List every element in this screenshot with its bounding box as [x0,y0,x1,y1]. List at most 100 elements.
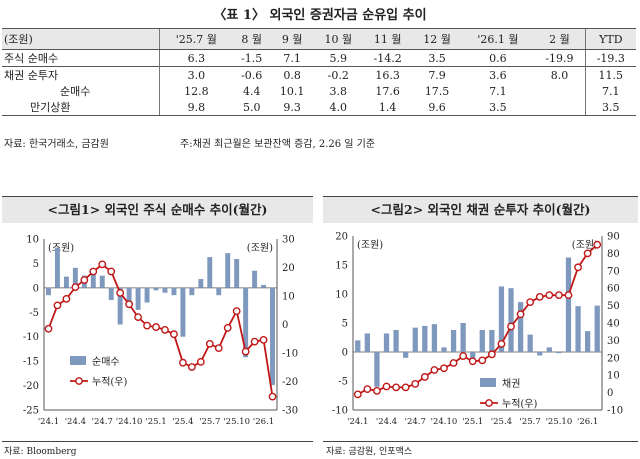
x-tick-label: '24.10 [116,417,143,427]
bar [441,347,447,352]
cumulative-point [179,358,187,367]
bar [216,287,222,296]
table-title: 〈표 1〉 외국인 증권자금 순유입 추이 [213,8,427,23]
bar [383,333,390,352]
table-cell: 4.0 [313,99,363,116]
chart-1-plot: 10 5 0 -5 -10 -15 -20 -25 30 20 10 0 -10 -20 -30 (조원) (조… [23,235,298,428]
cumulative-point [187,363,196,371]
table-cell: 10.1 [279,84,305,98]
cumulative-point [392,383,400,392]
y-right-tick-label: 20 [607,353,620,364]
cumulative-point [411,379,420,388]
y-left-unit-label: (조원) [48,242,74,254]
unit-label: (조원) [2,28,160,50]
y-left-tick-label: -15 [23,357,39,368]
bar [162,287,168,293]
cumulative-point [373,386,381,395]
bar [270,287,275,386]
chart-2-plot: 20151050-5-109080706050403020100-10(조원)(… [332,232,623,428]
y-right-tick-label: 10 [282,292,295,303]
cumulative-point [250,337,259,346]
table-cell: 3.5 [461,99,535,116]
bar [412,327,418,352]
table-cell: 9.6 [412,99,462,116]
table-cell: 12.8 [158,83,233,99]
bar [479,329,485,352]
x-tick-label: '25.10 [546,417,573,427]
table-cell: 3.5 [584,99,636,116]
bar [556,352,562,354]
cumulative-point [214,344,223,353]
legend-bar-label: 순매수 [92,356,120,368]
table-cell: 4.4 [242,84,261,98]
cumulative-point [98,260,107,269]
y-left-tick-label: 0 [342,348,348,359]
y-right-tick-label: 70 [607,266,620,277]
cumulative-point [205,339,214,348]
table-cell: 0.8 [270,66,314,83]
bar [46,287,51,296]
table-cell: 17.5 [424,84,450,98]
cumulative-point [430,366,439,374]
bar [90,273,96,288]
table-row: 채권 순투자 3.0 -0.6 0.8 -0.2 16.3 7.9 3.6 8.… [2,66,636,83]
table-row: 순매수 12.8 4.4 10.1 3.8 17.6 17.5 7.1 7.1 [2,83,636,99]
cumulative-point [516,310,525,319]
x-tick-label: '24.1 [347,417,368,427]
table-cell: 16.3 [362,66,413,83]
bar [393,329,399,352]
bar [126,287,132,308]
bar [517,302,524,352]
bar [450,329,457,352]
y-right-tick-label: -30 [282,406,298,417]
cumulative-point [241,347,250,356]
table-cell: 6.3 [158,49,233,67]
table-cell: 3.8 [329,84,348,98]
cumulative-point [259,335,268,344]
table-cell: -14.2 [373,51,402,65]
bar [546,347,552,352]
cumulative-point [116,288,125,297]
y-left-tick-label: -25 [23,406,39,417]
bar [374,352,380,387]
cumulative-point [545,291,554,300]
y-right-tick-label: -10 [607,406,623,417]
cumulative-point [53,301,62,310]
cumulative-point [89,267,98,276]
table-cell: 0.6 [489,51,507,65]
cumulative-point [170,330,178,339]
y-right-unit-label: (조원) [572,239,598,251]
y-left-tick-label: -5 [338,377,348,388]
cumulative-point [62,294,71,303]
y-left-tick-label: 10 [26,235,39,246]
y-right-tick-label: 10 [607,371,620,382]
y-left-tick-label: 5 [342,319,348,330]
x-tick-label: '25.7 [199,417,220,427]
y-right-tick-label: 90 [607,232,620,243]
legend-line-label: 누적(우) [502,398,538,410]
bar [180,287,186,337]
column-header: 12 월 [412,28,462,50]
bar [498,286,505,352]
x-tick-label: '25.4 [491,417,512,427]
bar [63,276,69,288]
bar [234,259,240,288]
bar [460,323,466,352]
bar [527,334,533,352]
bar [144,287,150,303]
table-header-row: (조원) '25.7 월 8 월 9 월 10 월 11 월 12 월 '26.… [2,28,636,50]
cumulative-point [232,307,241,316]
y-right-tick-label: 30 [282,235,295,246]
y-right-tick-label: 40 [607,319,620,330]
y-left-tick-label: -20 [23,381,39,392]
y-left-tick-label: 15 [335,261,348,272]
chart-1-title: <그림1> 외국인 주식 순매수 추이(월간) [2,197,313,223]
column-header: 9 월 [270,28,314,50]
y-left-tick-label: 0 [33,283,39,294]
cumulative-point [593,240,602,249]
bar [99,275,105,288]
y-right-tick-label: 30 [607,336,620,347]
table-cell: -19.9 [545,51,574,65]
y-left-tick-label: -10 [332,406,348,417]
x-tick-label: '24.1 [38,417,59,427]
